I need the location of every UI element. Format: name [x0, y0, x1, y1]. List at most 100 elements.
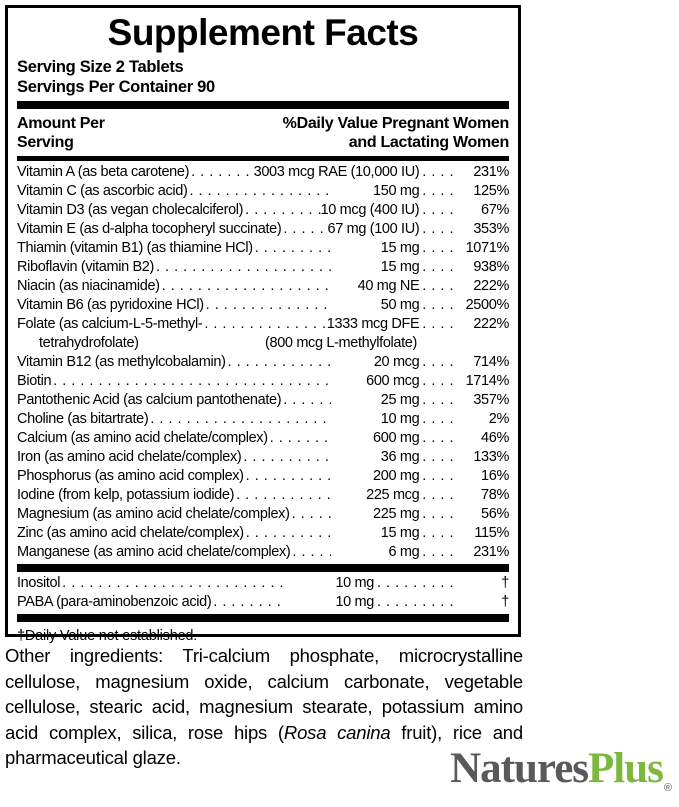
nutrient-row: Magnesium (as amino acid chelate/complex…	[17, 505, 509, 524]
nutrient-name: PABA (para-aminobenzoic acid)	[17, 594, 212, 610]
nutrient-dv-percent: †	[501, 575, 509, 591]
nutrient-dv-percent: 231%	[473, 544, 509, 560]
nutrient-name: Folate (as calcium-L-5-methyl-	[17, 316, 203, 332]
dot-leader: . . . . . . . . . . . . . . . . . . . . …	[254, 240, 332, 256]
nutrient-row: PABA (para-aminobenzoic acid) . . . . . …	[17, 593, 509, 612]
nutrient-dv-percent: 714%	[473, 354, 509, 370]
dot-separator: . . . .	[422, 183, 454, 199]
nutrient-amount: 25 mg	[380, 392, 420, 408]
nutrient-row: Vitamin B12 (as methylcobalamin) . . . .…	[17, 353, 509, 372]
panel-title: Supplement Facts	[107, 12, 419, 53]
nutrient-amount-secondary: (800 mcg L-methylfolate)	[265, 335, 417, 351]
nutrient-row: Calcium (as amino acid chelate/complex) …	[17, 429, 509, 448]
nutrient-amount: 20 mcg	[373, 354, 420, 370]
other-ingredients-text-2: fruit), rice and pharmaceutical glaze.	[5, 721, 523, 769]
nutrient-rows: Vitamin A (as beta carotene) . . . . . .…	[17, 163, 509, 562]
amount-per-serving-line1: Amount Per	[17, 115, 105, 132]
dot-leader: . . . . . . . . . . . . . . . . . . . . …	[283, 392, 331, 408]
dot-separator: . . . .	[422, 487, 454, 503]
nutrient-name: Manganese (as amino acid chelate/complex…	[17, 544, 291, 560]
nutrient-amount: 67 mg (100 IU)	[327, 221, 420, 237]
dot-leader: . . . . . . . . . . . . . . . . . . . . …	[161, 278, 332, 294]
nutrient-name-continued: tetrahydrofolate)	[39, 335, 139, 351]
dot-leader: . . . . . . . . . . . . . . . . . . . . …	[243, 449, 331, 465]
dot-leader: . . . . . . . . . . . . . . . . . . . . …	[245, 202, 320, 218]
nutrient-name: Vitamin E (as d-alpha tocopheryl succina…	[17, 221, 282, 237]
nutrient-name: Choline (as bitartrate)	[17, 411, 149, 427]
other-ingredients-text-1: Other ingredients: Tri-calcium phosphate…	[5, 645, 523, 743]
dot-leader: . . . . . . . . . . . . . . . . . . . . …	[150, 411, 331, 427]
nutrient-amount: 6 mg	[388, 544, 420, 560]
non-dv-rows: Inositol . . . . . . . . . . . . . . . .…	[17, 574, 509, 612]
nutrient-row: Vitamin B6 (as pyridoxine HCl) . . . . .…	[17, 296, 509, 315]
nutrient-name: Vitamin A (as beta carotene)	[17, 164, 190, 180]
dot-separator: . . . .	[422, 354, 454, 370]
nutrient-row: Inositol . . . . . . . . . . . . . . . .…	[17, 574, 509, 593]
dot-leader: . . . . . . . . . . . . . . . . . . . . …	[205, 297, 332, 313]
nutrient-amount: 10 mcg (400 IU)	[320, 202, 420, 218]
dot-leader: . . . . . . . . . . . . . . . . . . . . …	[245, 468, 332, 484]
nutrient-dv-percent: 357%	[473, 392, 509, 408]
nutrient-row: Riboflavin (vitamin B2) . . . . . . . . …	[17, 258, 509, 277]
nutrient-amount: 10 mg	[380, 411, 420, 427]
nutrient-amount: 15 mg	[380, 240, 420, 256]
nutrient-name: Vitamin B12 (as methylcobalamin)	[17, 354, 226, 370]
separator-bar-secondary-top	[17, 564, 509, 572]
dot-separator: . . . .	[422, 449, 454, 465]
dot-leader: . . . . . . . . . . . . . . . . . . . . …	[191, 164, 254, 180]
nutrient-dv-percent: 115%	[474, 525, 509, 541]
nutrient-name: Biotin	[17, 373, 52, 389]
nutrient-row: Niacin (as niacinamide) . . . . . . . . …	[17, 277, 509, 296]
nutrient-amount: 1333 mcg DFE	[326, 316, 420, 332]
nutrient-dv-percent: 2500%	[465, 297, 510, 313]
brand-logo-natures: Natures	[450, 745, 589, 792]
nutrient-amount: 10 mg	[335, 575, 374, 591]
dot-leader: . . . . . . . . . . . . . . . . . . . . …	[156, 259, 331, 275]
dot-leader: . . . . . . . . . . . . . . . . . . . . …	[62, 575, 286, 591]
brand-logo-plus: Plus	[588, 745, 664, 792]
nutrient-dv-percent: 231%	[473, 164, 509, 180]
nutrient-dv-percent: 2%	[488, 411, 510, 427]
nutrient-amount: 40 mg NE	[357, 278, 420, 294]
dot-separator: . . . . . . . . .	[377, 594, 454, 610]
nutrient-name: Niacin (as niacinamide)	[17, 278, 160, 294]
nutrient-dv-percent: 222%	[473, 316, 509, 332]
nutrient-amount: 225 mcg	[366, 487, 420, 503]
dot-separator: . . . .	[422, 506, 454, 522]
nutrient-amount: 150 mg	[373, 183, 420, 199]
nutrient-amount: 10 mg	[335, 594, 374, 610]
nutrient-dv-percent: 133%	[473, 449, 509, 465]
nutrient-row: Choline (as bitartrate) . . . . . . . . …	[17, 410, 509, 429]
nutrient-name: Vitamin B6 (as pyridoxine HCl)	[17, 297, 204, 313]
dot-leader: . . . . . . . . . . . . . . . . . . . . …	[189, 183, 331, 199]
nutrient-name: Phosphorus (as amino acid complex)	[17, 468, 244, 484]
daily-value-header-line2: and Lactating Women	[348, 134, 510, 151]
nutrient-row: Folate (as calcium-L-5-methyl- . . . . .…	[17, 315, 509, 334]
dot-separator: . . . .	[422, 316, 454, 332]
nutrient-name: Riboflavin (vitamin B2)	[17, 259, 154, 275]
dot-separator: . . . .	[422, 392, 454, 408]
dot-leader: . . . . . . . . . . . . . . . . . . . . …	[53, 373, 331, 389]
nutrient-dv-percent: †	[501, 594, 509, 610]
nutrient-row: Iron (as amino acid chelate/complex) . .…	[17, 448, 509, 467]
dot-leader: . . . . . . . . . . . . . . . . . . . . …	[269, 430, 332, 446]
nutrient-dv-percent: 1714%	[465, 373, 510, 389]
registered-trademark-icon: ®	[663, 782, 672, 794]
dot-separator: . . . .	[422, 240, 454, 256]
daily-value-footnote: †Daily Value not established.	[17, 628, 198, 644]
nutrient-amount: 36 mg	[380, 449, 420, 465]
serving-size: Serving Size 2 Tablets	[17, 58, 184, 76]
dot-leader: . . . . . . . . . . . . . . . . . . . . …	[227, 354, 332, 370]
nutrient-amount: 225 mg	[373, 506, 420, 522]
dot-separator: . . . .	[422, 278, 454, 294]
dot-separator: . . . . . . . . .	[377, 575, 454, 591]
nutrient-name: Zinc (as amino acid chelate/complex)	[17, 525, 244, 541]
dot-separator: . . . .	[422, 525, 454, 541]
nutrient-dv-percent: 353%	[473, 221, 509, 237]
nutrient-row: Vitamin D3 (as vegan cholecalciferol) . …	[17, 201, 509, 220]
dot-separator: . . . .	[422, 430, 454, 446]
nutrient-dv-percent: 938%	[473, 259, 509, 275]
nutrient-amount: 600 mcg	[366, 373, 420, 389]
nutrient-row: Zinc (as amino acid chelate/complex) . .…	[17, 524, 509, 543]
supplement-facts-panel: Supplement Facts Serving Size 2 Tablets …	[5, 5, 521, 644]
